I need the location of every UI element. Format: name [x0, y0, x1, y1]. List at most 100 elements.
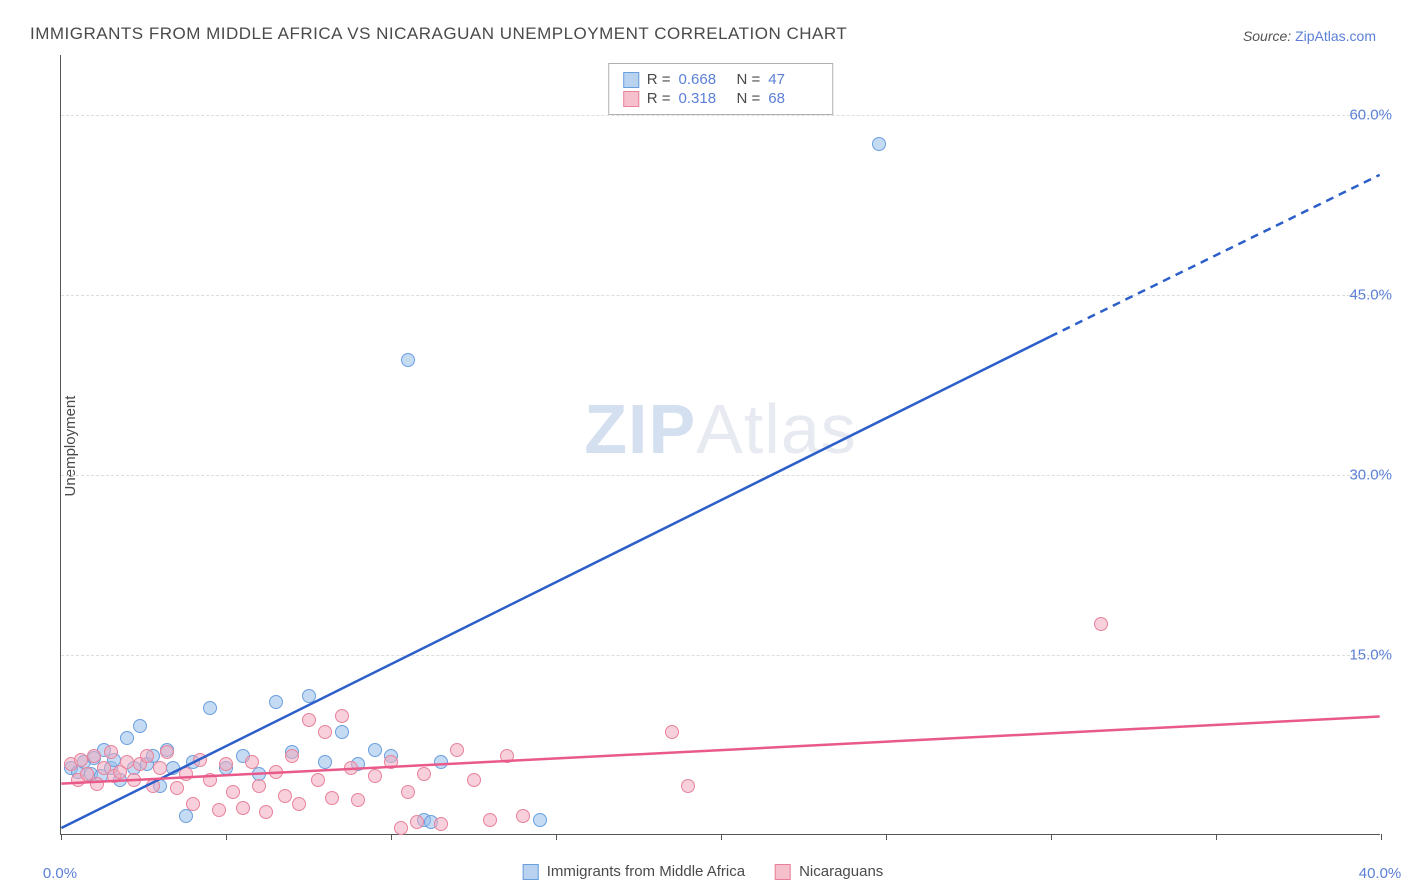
scatter-point — [302, 689, 316, 703]
scatter-point — [259, 805, 273, 819]
legend-n-label: N = — [737, 71, 761, 88]
scatter-point — [533, 813, 547, 827]
scatter-point — [394, 821, 408, 835]
scatter-point — [384, 755, 398, 769]
scatter-point — [665, 725, 679, 739]
scatter-point — [401, 353, 415, 367]
scatter-point — [236, 801, 250, 815]
x-tick — [391, 834, 392, 840]
scatter-point — [245, 755, 259, 769]
scatter-point — [368, 743, 382, 757]
legend-correlation-box: R = 0.668 N = 47 R = 0.318 N = 68 — [608, 63, 834, 115]
gridline-horizontal — [61, 655, 1380, 656]
gridline-horizontal — [61, 115, 1380, 116]
legend-series-label: Immigrants from Middle Africa — [547, 863, 745, 880]
scatter-point — [292, 797, 306, 811]
scatter-point — [179, 809, 193, 823]
scatter-point — [410, 815, 424, 829]
legend-series-item: Immigrants from Middle Africa — [523, 863, 745, 880]
scatter-point — [166, 761, 180, 775]
scatter-point — [516, 809, 530, 823]
legend-series: Immigrants from Middle Africa Nicaraguans — [515, 861, 892, 882]
scatter-point — [1094, 617, 1108, 631]
scatter-point — [146, 779, 160, 793]
scatter-point — [500, 749, 514, 763]
scatter-point — [681, 779, 695, 793]
legend-r-label: R = — [647, 90, 671, 107]
scatter-point — [104, 745, 118, 759]
x-tick — [556, 834, 557, 840]
x-tick — [226, 834, 227, 840]
legend-swatch — [623, 91, 639, 107]
scatter-point — [467, 773, 481, 787]
trend-lines-layer — [61, 55, 1380, 834]
x-tick-label: 40.0% — [1359, 865, 1402, 882]
legend-n-value: 68 — [768, 90, 818, 107]
scatter-point — [153, 761, 167, 775]
legend-r-label: R = — [647, 71, 671, 88]
scatter-point — [872, 137, 886, 151]
source-label: Source: — [1243, 28, 1295, 44]
scatter-point — [401, 785, 415, 799]
legend-r-value: 0.318 — [679, 90, 729, 107]
scatter-point — [226, 785, 240, 799]
legend-series-label: Nicaraguans — [799, 863, 883, 880]
scatter-point — [74, 753, 88, 767]
scatter-point — [335, 725, 349, 739]
legend-swatch — [775, 864, 791, 880]
scatter-point — [203, 773, 217, 787]
scatter-point — [203, 701, 217, 715]
scatter-point — [311, 773, 325, 787]
gridline-horizontal — [61, 295, 1380, 296]
chart-title: IMMIGRANTS FROM MIDDLE AFRICA VS NICARAG… — [30, 24, 847, 44]
legend-swatch — [523, 864, 539, 880]
scatter-point — [434, 755, 448, 769]
scatter-point — [344, 761, 358, 775]
scatter-point — [252, 779, 266, 793]
scatter-point — [140, 749, 154, 763]
legend-n-label: N = — [737, 90, 761, 107]
scatter-point — [335, 709, 349, 723]
scatter-point — [219, 757, 233, 771]
scatter-point — [179, 767, 193, 781]
scatter-point — [160, 745, 174, 759]
trend-line — [61, 337, 1050, 828]
x-tick — [61, 834, 62, 840]
x-tick — [1216, 834, 1217, 840]
scatter-point — [120, 731, 134, 745]
legend-r-value: 0.668 — [679, 71, 729, 88]
scatter-point — [450, 743, 464, 757]
scatter-point — [212, 803, 226, 817]
legend-n-value: 47 — [768, 71, 818, 88]
y-tick-label: 45.0% — [1349, 287, 1392, 304]
watermark: ZIPAtlas — [584, 389, 857, 469]
source-link[interactable]: ZipAtlas.com — [1295, 28, 1376, 44]
scatter-point — [193, 753, 207, 767]
x-tick — [721, 834, 722, 840]
scatter-point — [351, 793, 365, 807]
legend-swatch — [623, 72, 639, 88]
scatter-point — [368, 769, 382, 783]
scatter-point — [318, 725, 332, 739]
legend-series-item: Nicaraguans — [775, 863, 883, 880]
legend-correlation-row: R = 0.668 N = 47 — [623, 70, 819, 89]
scatter-point — [285, 749, 299, 763]
scatter-point — [133, 719, 147, 733]
scatter-point — [87, 749, 101, 763]
trend-line — [1050, 175, 1380, 337]
scatter-point — [318, 755, 332, 769]
y-tick-label: 60.0% — [1349, 107, 1392, 124]
scatter-point — [278, 789, 292, 803]
scatter-point — [483, 813, 497, 827]
scatter-point — [90, 777, 104, 791]
x-tick-label: 0.0% — [43, 865, 77, 882]
watermark-atlas: Atlas — [696, 390, 857, 468]
scatter-point — [170, 781, 184, 795]
watermark-zip: ZIP — [584, 390, 696, 468]
x-tick — [886, 834, 887, 840]
y-tick-label: 15.0% — [1349, 647, 1392, 664]
chart-plot-area: ZIPAtlas R = 0.668 N = 47 R = 0.318 N = 68 — [60, 55, 1380, 835]
scatter-point — [302, 713, 316, 727]
source-credit: Source: ZipAtlas.com — [1243, 28, 1376, 44]
scatter-point — [120, 755, 134, 769]
